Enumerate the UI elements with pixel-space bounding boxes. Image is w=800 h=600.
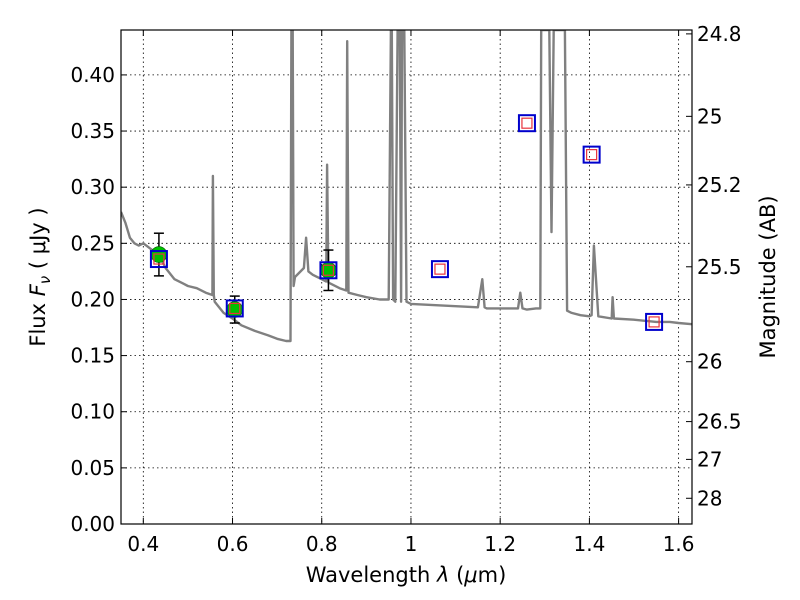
model-photometry-inner-square xyxy=(229,302,241,315)
x-axis-label-prefix: Wavelength xyxy=(306,563,437,587)
x-tick-label: 1.6 xyxy=(663,532,695,556)
model-photometry-square xyxy=(225,299,244,318)
model-photometry-square xyxy=(149,250,168,269)
y-axis-label-prefix: Flux xyxy=(26,296,50,346)
y-tick-label: 0.10 xyxy=(70,400,115,424)
right-axis-tick-label: 26 xyxy=(697,350,722,374)
model-photometry-inner-square xyxy=(586,149,598,161)
x-tick-label: 0.6 xyxy=(217,532,249,556)
observed-photometry-point xyxy=(320,261,337,279)
model-photometry-inner-square xyxy=(434,263,446,275)
model-photometry-square xyxy=(582,145,601,164)
model-photometry-inner-square xyxy=(322,264,335,276)
right-axis-tick-label: 25.5 xyxy=(697,255,742,279)
x-axis-label: Wavelength λ (μm) xyxy=(306,563,507,587)
model-photometry-inner-square xyxy=(153,253,165,265)
x-axis-label-unit-open: ( xyxy=(449,563,464,587)
y-tick-label: 0.25 xyxy=(70,231,115,255)
model-photometry-square xyxy=(319,261,338,280)
model-photometry-inner-square xyxy=(648,316,660,328)
axis-tick-labels: 0.4 0.6 0.8 1 1.2 1.4 1.6 0.00 0.05 0.10 0.15 0.20 0… xyxy=(70,22,741,556)
model-photometry-inner-square xyxy=(521,117,533,129)
y-tick-label: 0.05 xyxy=(70,456,115,480)
x-axis-label-symbol: λ xyxy=(436,563,449,587)
x-axis-label-unit-mu: μ xyxy=(463,563,477,587)
x-tick-label: 1 xyxy=(405,532,418,556)
right-axis-label: Magnitude (AB) xyxy=(756,195,780,358)
y-tick-label: 0.00 xyxy=(70,512,115,536)
right-axis-tick-label: 24.8 xyxy=(697,22,742,46)
y-tick-label: 0.30 xyxy=(70,175,115,199)
right-axis-tick-label: 28 xyxy=(697,486,722,510)
x-tick-label: 1.2 xyxy=(484,532,516,556)
right-axis-tick-label: 25.2 xyxy=(697,173,742,197)
right-axis-tick-label: 27 xyxy=(697,447,722,471)
y-axis-label-symbol: F xyxy=(26,283,50,296)
right-axis-tick-label: 25 xyxy=(697,104,722,128)
model-photometry-square xyxy=(430,260,449,279)
y-axis-label-subscript: ν xyxy=(36,276,54,284)
model-photometry-square xyxy=(645,312,664,331)
y-axis-label: Flux Fν ( μJy ) xyxy=(26,207,54,346)
model-photometry-square xyxy=(517,114,536,133)
right-axis-tick-label: 26.5 xyxy=(697,410,742,434)
x-tick-label: 1.4 xyxy=(573,532,605,556)
y-tick-label: 0.40 xyxy=(70,63,115,87)
y-tick-label: 0.35 xyxy=(70,119,115,143)
y-tick-label: 0.15 xyxy=(70,344,115,368)
x-axis-label-unit-rest: m) xyxy=(478,563,507,587)
photometry-markers-layer xyxy=(149,114,664,331)
plot-frame xyxy=(120,29,693,525)
y-axis-label-unit: ( μJy ) xyxy=(26,207,50,275)
x-tick-label: 0.8 xyxy=(306,532,338,556)
model-spectrum-layer xyxy=(121,30,692,343)
axis-ticks xyxy=(121,30,692,525)
y-tick-label: 0.20 xyxy=(70,287,115,311)
model-spectrum-line xyxy=(121,30,692,343)
x-tick-label: 0.4 xyxy=(127,532,159,556)
